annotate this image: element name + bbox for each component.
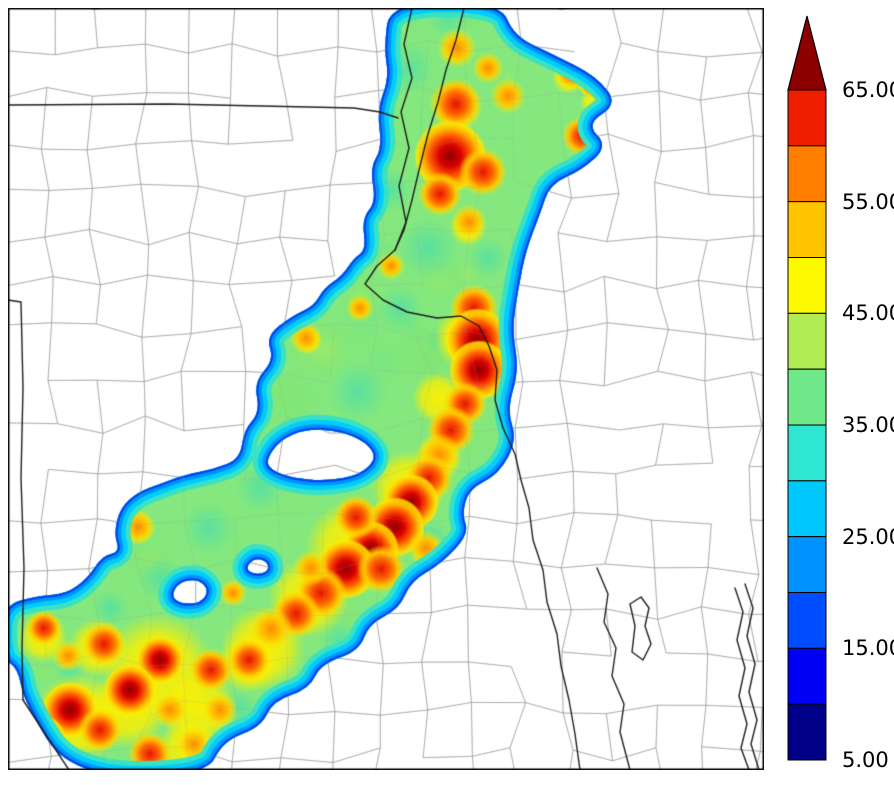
colorbar-segment xyxy=(787,89,827,147)
colorbar-segment xyxy=(787,703,827,761)
colorbar-segment xyxy=(787,201,827,259)
map-panel xyxy=(8,8,764,770)
colorbar-segment xyxy=(787,368,827,426)
colorbar-tick-label: 5.00 xyxy=(842,748,889,772)
colorbar-tick-label: 65.00 xyxy=(842,78,894,102)
colorbar-segment xyxy=(787,424,827,482)
colorbar-segment xyxy=(787,536,827,594)
colorbar xyxy=(787,15,827,761)
colorbar-segment xyxy=(787,145,827,203)
colorbar-tick-label: 35.00 xyxy=(842,413,894,437)
colorbar-tick-label: 25.00 xyxy=(842,524,894,549)
colorbar-segment xyxy=(787,257,827,314)
colorbar-segment xyxy=(787,592,827,649)
colorbar-over-arrow xyxy=(787,15,827,91)
colorbar-segment xyxy=(787,480,827,538)
colorbar-tick-label: 15.00 xyxy=(842,636,894,661)
colorbar-segment xyxy=(787,312,827,370)
colorbar-tick-label: 45.00 xyxy=(842,301,894,326)
colorbar-segment xyxy=(787,647,827,705)
colorbar-tick-label: 55.00 xyxy=(842,189,894,214)
